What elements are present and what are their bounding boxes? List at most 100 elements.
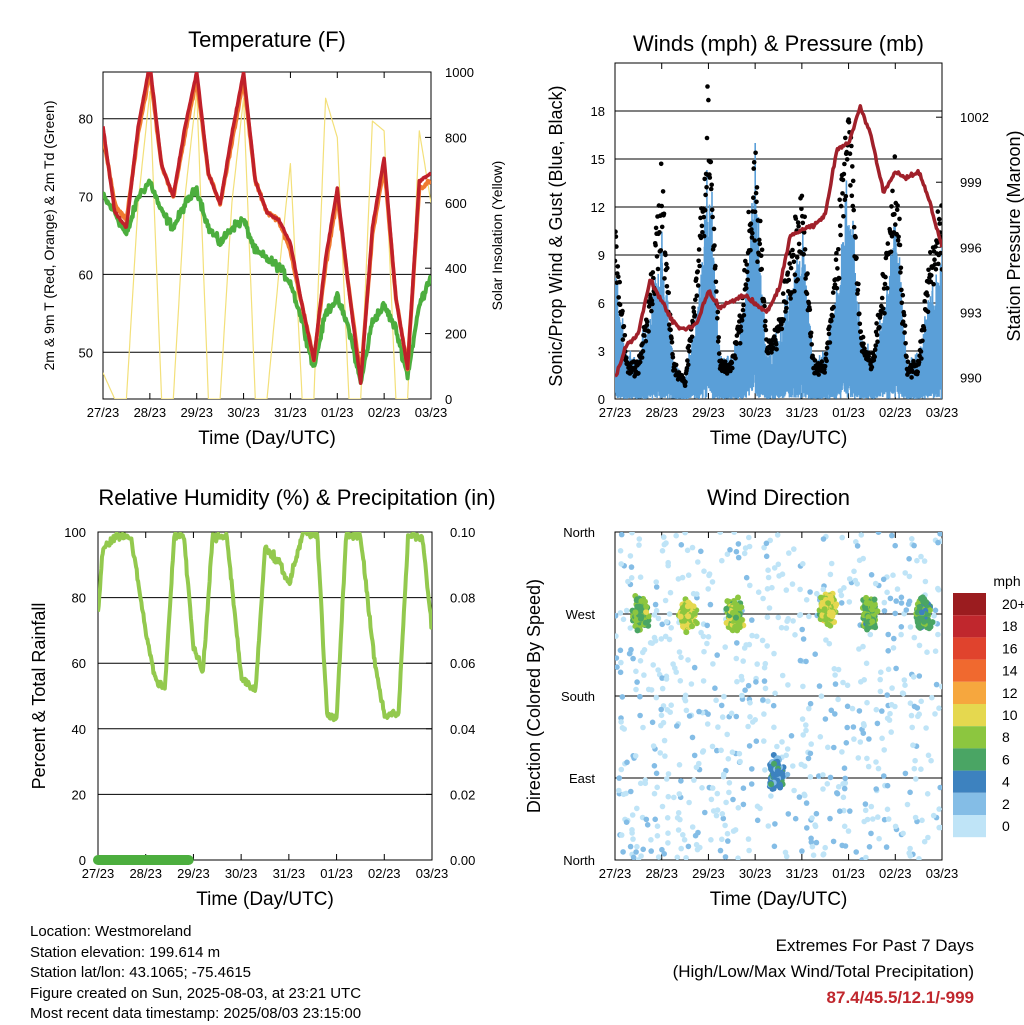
- direction-point: [740, 658, 746, 664]
- direction-point: [634, 843, 640, 850]
- gust-point: [786, 277, 792, 283]
- gust-point: [620, 308, 625, 314]
- wind-xlabel: Time (Day/UTC): [710, 428, 848, 449]
- direction-point: [648, 837, 654, 843]
- direction-point: [863, 660, 870, 667]
- colorbar-swatch: [953, 770, 986, 793]
- direction-point: [804, 825, 810, 831]
- direction-point: [906, 556, 912, 562]
- direction-point: [727, 547, 733, 553]
- gust-point: [849, 143, 854, 149]
- wind-xtick-label: 01/23: [832, 405, 865, 420]
- direction-point: [813, 810, 820, 817]
- direction-point: [621, 726, 627, 732]
- direction-point: [633, 668, 639, 675]
- direction-point: [909, 724, 915, 731]
- gust-point: [653, 243, 658, 248]
- direction-point: [808, 839, 815, 845]
- direction-point: [862, 807, 869, 814]
- direction-point: [911, 542, 917, 549]
- direction-point: [698, 629, 704, 636]
- direction-point: [880, 576, 887, 583]
- gust-point: [621, 324, 627, 329]
- gust-point: [714, 289, 719, 294]
- direction-point: [732, 623, 739, 630]
- gust-point: [792, 272, 798, 278]
- direction-point: [742, 545, 749, 551]
- gust-point: [759, 266, 764, 272]
- direction-point: [710, 661, 716, 667]
- direction-point: [816, 683, 823, 689]
- wind-ytick-label: 3: [598, 344, 605, 359]
- direction-point: [807, 774, 814, 780]
- direction-point: [662, 597, 669, 604]
- gust-point: [762, 303, 767, 309]
- direction-point: [785, 682, 791, 688]
- temp-xtick-label: 03/23: [415, 405, 448, 420]
- gust-point: [668, 327, 673, 333]
- gust-point: [892, 154, 898, 159]
- direction-point: [820, 586, 827, 593]
- direction-point: [746, 847, 752, 854]
- direction-point: [921, 838, 928, 845]
- direction-point: [652, 816, 658, 823]
- direction-point: [918, 609, 925, 616]
- direction-point: [681, 617, 688, 624]
- gust-point: [716, 335, 721, 340]
- gust-point: [748, 248, 753, 253]
- direction-point: [616, 775, 622, 781]
- direction-point: [615, 633, 619, 639]
- direction-point: [625, 578, 631, 585]
- gust-point: [753, 150, 758, 156]
- gust-point: [800, 220, 806, 226]
- direction-point: [662, 753, 668, 759]
- gust-point: [691, 305, 696, 311]
- direction-point: [803, 597, 810, 603]
- gust-point: [696, 258, 701, 264]
- rh-line: [98, 532, 432, 723]
- direction-point: [840, 679, 846, 686]
- gust-point: [664, 284, 670, 289]
- dir-xtick-label: 28/23: [645, 866, 678, 881]
- temp-y2tick-label: 800: [445, 130, 467, 145]
- direction-point: [641, 647, 648, 653]
- direction-point: [860, 721, 867, 727]
- gust-point: [665, 265, 670, 271]
- direction-point: [693, 620, 700, 627]
- direction-point: [798, 761, 805, 768]
- direction-point: [930, 812, 937, 819]
- direction-point: [726, 789, 732, 796]
- gust-point: [899, 287, 904, 293]
- colorbar-label: 20+: [1002, 596, 1024, 612]
- gust-point: [932, 257, 937, 263]
- direction-point: [855, 755, 862, 761]
- direction-point: [615, 613, 619, 619]
- direction-point: [826, 640, 833, 647]
- gust-point: [842, 161, 847, 167]
- direction-point: [737, 758, 743, 765]
- direction-point: [722, 822, 728, 829]
- gust-point: [744, 262, 749, 267]
- direction-point: [912, 757, 918, 764]
- direction-point: [885, 631, 891, 638]
- direction-point: [800, 561, 806, 567]
- direction-point: [733, 614, 739, 621]
- direction-point: [675, 576, 682, 582]
- direction-point: [673, 669, 679, 675]
- wind-ytick-label: 18: [591, 104, 605, 119]
- direction-point: [822, 716, 829, 722]
- gust-point: [897, 216, 902, 222]
- gust-point: [872, 347, 878, 353]
- direction-point: [663, 776, 670, 782]
- direction-point: [709, 579, 716, 585]
- direction-point: [636, 542, 642, 548]
- colorbar-swatch: [953, 726, 986, 749]
- direction-point: [643, 609, 650, 615]
- wind-xtick-label: 28/23: [645, 405, 678, 420]
- rh-xtick-label: 30/23: [225, 866, 258, 881]
- direction-point: [654, 823, 661, 829]
- direction-point: [734, 640, 740, 646]
- gust-point: [787, 261, 792, 266]
- colorbar-title: mph: [993, 573, 1020, 589]
- direction-point: [682, 697, 689, 704]
